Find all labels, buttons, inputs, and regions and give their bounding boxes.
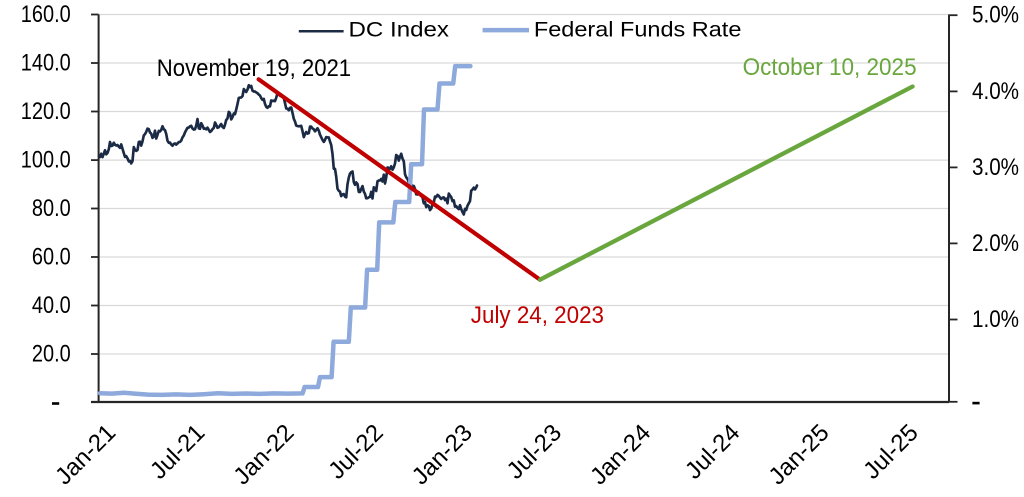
svg-text:1.0%: 1.0% (972, 306, 1019, 333)
svg-text:140.0: 140.0 (21, 50, 71, 77)
svg-text:160.0: 160.0 (21, 1, 71, 28)
svg-text:November 19, 2021: November 19, 2021 (157, 55, 351, 82)
svg-text:3.0%: 3.0% (972, 154, 1019, 181)
svg-text:July 24, 2023: July 24, 2023 (471, 302, 604, 329)
svg-text:60.0: 60.0 (32, 244, 71, 271)
svg-text:Federal Funds Rate: Federal Funds Rate (534, 19, 742, 42)
svg-text:80.0: 80.0 (32, 195, 71, 222)
svg-text:20.0: 20.0 (32, 341, 71, 368)
svg-text:4.0%: 4.0% (972, 78, 1019, 105)
svg-text:DC Index: DC Index (349, 19, 450, 42)
svg-text:100.0: 100.0 (21, 147, 71, 174)
svg-text:2.0%: 2.0% (972, 230, 1019, 257)
svg-text:5.0%: 5.0% (972, 2, 1019, 29)
svg-text:40.0: 40.0 (32, 292, 71, 319)
svg-text:120.0: 120.0 (21, 98, 71, 125)
svg-text:October 10, 2025: October 10, 2025 (743, 54, 917, 81)
